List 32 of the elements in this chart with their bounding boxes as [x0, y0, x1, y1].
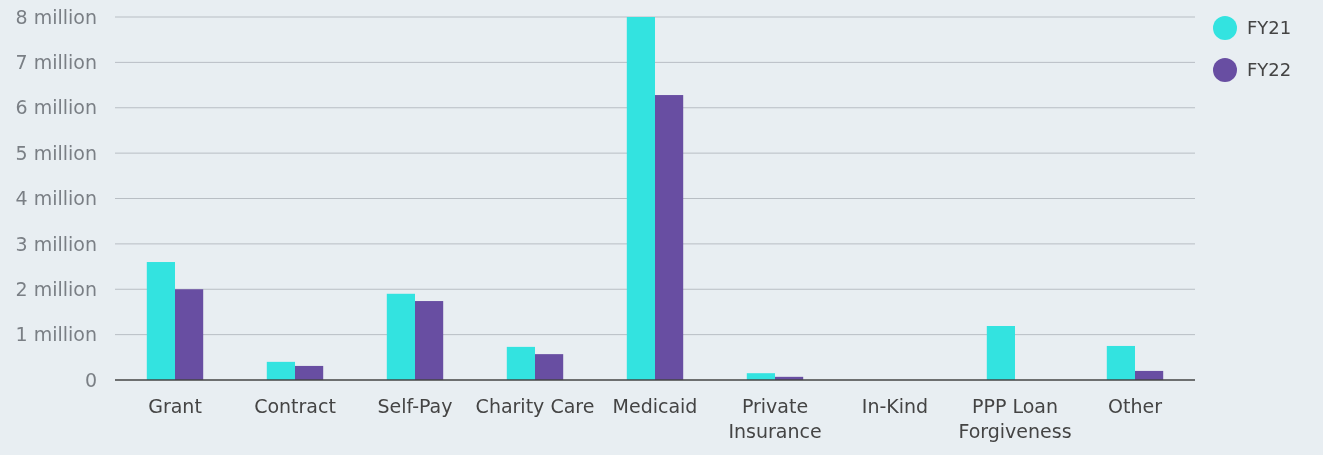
x-tick-label: Medicaid [612, 395, 698, 417]
bar [266, 361, 295, 380]
bar [506, 346, 535, 380]
y-tick-label: 7 million [15, 51, 97, 74]
y-tick-label: 4 million [15, 187, 97, 210]
legend-label: FY21 [1247, 17, 1292, 39]
x-tick-label: Contract [254, 395, 336, 417]
bar [146, 262, 175, 380]
bar [295, 365, 324, 380]
bar [535, 354, 564, 380]
y-tick-label: 8 million [15, 5, 97, 28]
bar [655, 95, 684, 380]
bar [1106, 345, 1135, 380]
x-tick-label: Other [1108, 395, 1163, 417]
legend-label: FY22 [1247, 59, 1292, 81]
bar [175, 289, 204, 380]
y-tick-label: 2 million [15, 277, 97, 300]
bar [415, 301, 444, 380]
x-tick-label: Self-Pay [377, 395, 453, 417]
x-tick-label: PPP Loan Forgiveness [958, 395, 1072, 442]
bar [986, 326, 1015, 380]
bar [626, 17, 655, 380]
x-tick-label: In-Kind [861, 395, 929, 417]
bar [386, 293, 415, 380]
x-tick-label: Grant [148, 395, 202, 417]
y-tick-label: 3 million [15, 232, 97, 255]
y-tick-label: 1 million [15, 323, 97, 346]
x-tick-label: Private Insurance [728, 395, 822, 442]
y-tick-label: 0 [84, 368, 97, 391]
y-tick-label: 6 million [15, 96, 97, 119]
x-tick-label: Charity Care [475, 395, 595, 417]
y-tick-label: 5 million [15, 141, 97, 164]
